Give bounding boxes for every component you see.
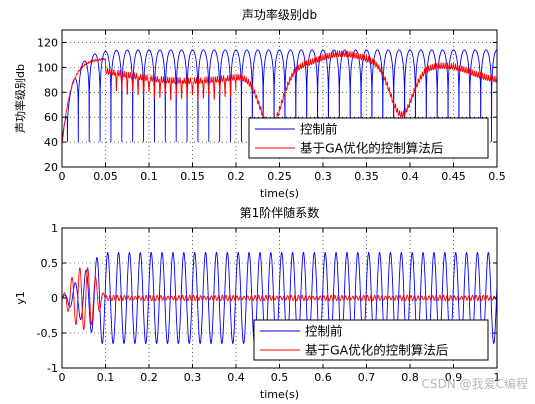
y-tick-label: 40 <box>44 136 58 149</box>
x-tick-label: 0.4 <box>227 371 245 384</box>
y-tick-label: 20 <box>44 161 58 174</box>
y-tick-label: -0.5 <box>37 327 58 340</box>
y-tick-label: 60 <box>44 111 58 124</box>
x-tick-label: 0.15 <box>180 170 205 183</box>
y-tick-label: -1 <box>47 362 58 375</box>
series-lines <box>61 49 498 145</box>
y-tick-label: 100 <box>37 61 58 74</box>
x-tick-label: 0.1 <box>140 170 158 183</box>
ticks: 0 0.05 0.1 0.15 0.2 0.25 0.3 0.35 0.4 0.45 0.5 20 40… <box>37 30 506 183</box>
series-line-after <box>61 267 498 331</box>
x-tick-label: 0.2 <box>227 170 245 183</box>
chart-title: 声功率级别db <box>242 7 317 22</box>
x-tick-label: 0.5 <box>488 170 506 183</box>
x-tick-label: 0.2 <box>140 371 158 384</box>
y-tick-label: 0.5 <box>41 257 59 270</box>
x-tick-label: 0.8 <box>401 371 419 384</box>
x-tick-label: 0.4 <box>401 170 419 183</box>
series-line-before <box>61 49 498 143</box>
y-axis-label: y1 <box>14 291 27 305</box>
x-tick-label: 0 <box>59 371 66 384</box>
y-tick-label: 0 <box>51 292 58 305</box>
y-tick-label: 1 <box>51 222 58 235</box>
ticks: 0 0.1 0.2 0.3 0.4 0.5 0.6 0.7 0.8 0.9 1 -1 -0.5 0 0.5 1 <box>37 222 501 384</box>
x-tick-label: 0.9 <box>445 371 463 384</box>
x-tick-label: 0.6 <box>314 371 332 384</box>
legend-box <box>248 117 489 159</box>
legend-label-after: 基于GA优化的控制算法后 <box>300 141 443 156</box>
x-tick-label: 0.05 <box>93 170 118 183</box>
x-tick-label: 0.3 <box>184 371 202 384</box>
legend: 控制前 基于GA优化的控制算法后 <box>248 117 489 159</box>
y-tick-label: 80 <box>44 86 58 99</box>
x-tick-label: 0 <box>59 170 66 183</box>
x-tick-label: 0.35 <box>354 170 379 183</box>
x-tick-label: 0.7 <box>358 371 376 384</box>
legend-box <box>253 319 489 361</box>
x-tick-label: 0.1 <box>97 371 115 384</box>
x-tick-label: 0.25 <box>267 170 292 183</box>
y-tick-label: 120 <box>37 36 58 49</box>
watermark: CSDN @我爱C编程 <box>422 376 528 391</box>
x-axis-label: time(s) <box>260 388 299 401</box>
x-tick-label: 0.5 <box>271 371 289 384</box>
x-tick-label: 1 <box>494 371 501 384</box>
legend-label-before: 控制前 <box>305 324 343 339</box>
y-axis-label: 声功率级别db <box>13 64 27 133</box>
subplot-sound-power: 0 0.05 0.1 0.15 0.2 0.25 0.3 0.35 0.4 0.45 0.5 20 40… <box>13 7 506 200</box>
x-tick-label: 0.45 <box>441 170 466 183</box>
legend-label-after: 基于GA优化的控制算法后 <box>305 343 448 358</box>
legend-label-before: 控制前 <box>300 122 338 137</box>
x-tick-label: 0.3 <box>314 170 332 183</box>
series-line-after <box>61 49 498 145</box>
chart-title: 第1阶伴随系数 <box>240 205 320 220</box>
legend: 控制前 基于GA优化的控制算法后 <box>253 319 489 361</box>
x-axis-label: time(s) <box>260 187 299 200</box>
series-lines <box>61 251 498 345</box>
subplot-adjoint-coefficient: 0 0.1 0.2 0.3 0.4 0.5 0.6 0.7 0.8 0.9 1 -1 -0.5 0 0.5 1… <box>14 205 501 401</box>
grid <box>62 30 497 167</box>
series-line-before <box>61 251 498 345</box>
